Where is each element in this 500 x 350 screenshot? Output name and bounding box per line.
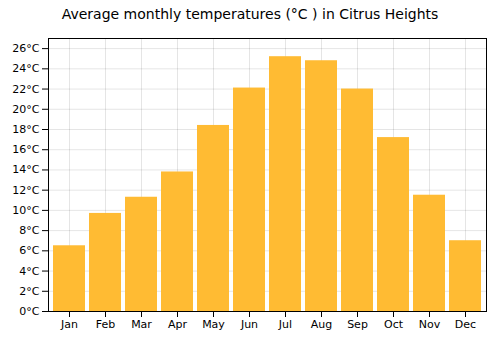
- svg-text:26°C: 26°C: [12, 42, 39, 55]
- svg-text:10°C: 10°C: [12, 204, 39, 217]
- svg-text:Jul: Jul: [278, 318, 292, 331]
- svg-text:Oct: Oct: [384, 318, 404, 331]
- svg-text:2°C: 2°C: [19, 285, 39, 298]
- svg-text:Apr: Apr: [168, 318, 188, 331]
- svg-text:24°C: 24°C: [12, 62, 39, 75]
- svg-text:16°C: 16°C: [12, 143, 39, 156]
- svg-text:8°C: 8°C: [19, 224, 39, 237]
- svg-text:Sep: Sep: [347, 318, 368, 331]
- svg-text:Feb: Feb: [96, 318, 115, 331]
- svg-text:20°C: 20°C: [12, 103, 39, 116]
- svg-text:14°C: 14°C: [12, 163, 39, 176]
- svg-text:Dec: Dec: [455, 318, 476, 331]
- svg-text:Mar: Mar: [131, 318, 152, 331]
- svg-text:6°C: 6°C: [19, 244, 39, 257]
- svg-text:Jan: Jan: [60, 318, 78, 331]
- svg-text:May: May: [202, 318, 225, 331]
- svg-text:18°C: 18°C: [12, 123, 39, 136]
- svg-text:22°C: 22°C: [12, 83, 39, 96]
- svg-text:Nov: Nov: [419, 318, 441, 331]
- svg-text:0°C: 0°C: [19, 305, 39, 318]
- html-text:Average monthly temperatures (: Average monthly temperatures (°C ) in Ci…: [61, 6, 439, 22]
- svg-text:Aug: Aug: [311, 318, 332, 331]
- svg-text:Jun: Jun: [240, 318, 258, 331]
- svg-text:4°C: 4°C: [19, 265, 39, 278]
- svg-text:12°C: 12°C: [12, 184, 39, 197]
